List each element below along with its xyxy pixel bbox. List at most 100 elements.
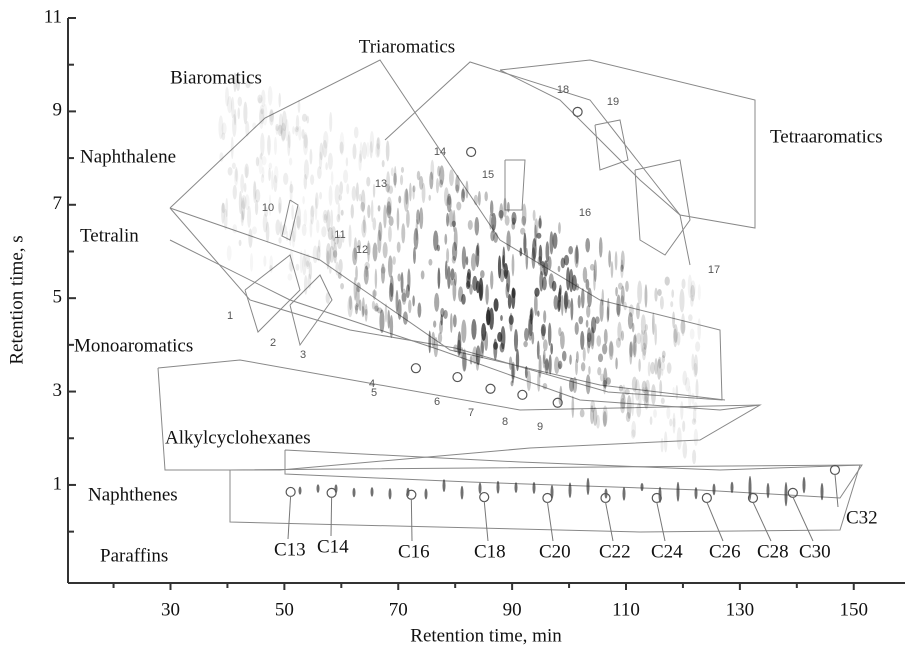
spot: [430, 159, 435, 180]
spot: [640, 482, 644, 492]
spot: [314, 197, 318, 221]
spot: [244, 194, 250, 211]
spot: [644, 388, 649, 403]
spot: [528, 314, 533, 337]
spot: [310, 205, 315, 225]
spot: [481, 323, 487, 341]
spot: [661, 355, 666, 363]
spot: [258, 109, 264, 129]
spot: [566, 266, 570, 291]
marker: [572, 106, 583, 117]
peak-label: 17: [708, 264, 720, 276]
spot: [691, 353, 695, 371]
spot: [295, 114, 300, 131]
region-outline: [229, 464, 861, 533]
marker: [410, 363, 421, 374]
chromatogram-spots: [218, 72, 824, 507]
peak-label: 8: [502, 416, 508, 428]
spot: [616, 294, 621, 317]
spot: [559, 385, 563, 401]
spot: [288, 228, 292, 246]
spot: [498, 209, 504, 219]
spot: [500, 314, 503, 321]
leader: [287, 495, 292, 540]
spot: [379, 309, 385, 333]
spot: [506, 230, 511, 252]
spot: [631, 376, 638, 392]
spot: [278, 113, 283, 134]
spot: [221, 122, 227, 135]
spot: [620, 285, 625, 306]
spot: [532, 238, 537, 260]
spot: [693, 354, 699, 376]
spot: [536, 340, 540, 360]
spot: [551, 280, 557, 292]
spot: [371, 290, 378, 297]
spot: [322, 209, 328, 224]
spot: [606, 306, 610, 323]
spot: [607, 297, 610, 321]
spot: [245, 166, 248, 179]
spot: [434, 292, 440, 312]
spot: [452, 278, 457, 302]
spot: [563, 254, 570, 266]
spot: [219, 152, 224, 162]
region-outline: [504, 159, 526, 211]
spot: [660, 437, 664, 453]
spot: [820, 483, 824, 501]
spot: [521, 215, 527, 226]
spot: [465, 280, 471, 290]
spot: [418, 176, 424, 190]
leader: [546, 501, 554, 542]
spot: [335, 261, 339, 276]
spot: [630, 429, 636, 439]
spot: [385, 140, 390, 162]
spot: [389, 275, 394, 298]
spot: [453, 227, 458, 252]
spot: [599, 298, 604, 322]
spot: [685, 377, 690, 392]
spot: [636, 403, 642, 418]
spot: [491, 212, 497, 231]
spot: [301, 113, 308, 122]
spot: [302, 195, 305, 205]
spot: [241, 211, 244, 223]
group-label: Triaromatics: [359, 36, 455, 57]
spot: [620, 250, 625, 270]
spot: [627, 312, 633, 330]
spot: [377, 307, 383, 314]
spot: [465, 256, 469, 266]
spot: [577, 294, 581, 309]
spot: [480, 341, 484, 359]
spot: [593, 268, 596, 291]
spot: [281, 224, 287, 236]
spot: [350, 204, 354, 219]
spot: [598, 237, 603, 258]
spot: [450, 313, 453, 333]
spot: [499, 203, 504, 221]
peak-label: 13: [375, 178, 387, 190]
spot: [309, 148, 313, 165]
peak-label: 11: [334, 229, 345, 241]
spot: [240, 210, 244, 227]
spot: [602, 411, 607, 428]
spot: [563, 290, 569, 310]
spot: [307, 273, 312, 289]
group-label: Biaromatics: [170, 67, 262, 88]
spot: [766, 482, 770, 499]
spot: [325, 162, 328, 171]
spot: [275, 219, 281, 236]
spot: [542, 350, 546, 364]
spot: [511, 211, 517, 225]
spot: [234, 168, 239, 186]
spot: [397, 299, 402, 320]
spot: [690, 280, 696, 297]
spot: [571, 395, 575, 418]
spot: [590, 405, 594, 425]
spot: [534, 218, 539, 239]
spot: [523, 232, 527, 255]
spot: [631, 392, 634, 417]
spot: [564, 292, 568, 314]
point-label: C16: [398, 541, 430, 562]
spot: [372, 183, 376, 198]
